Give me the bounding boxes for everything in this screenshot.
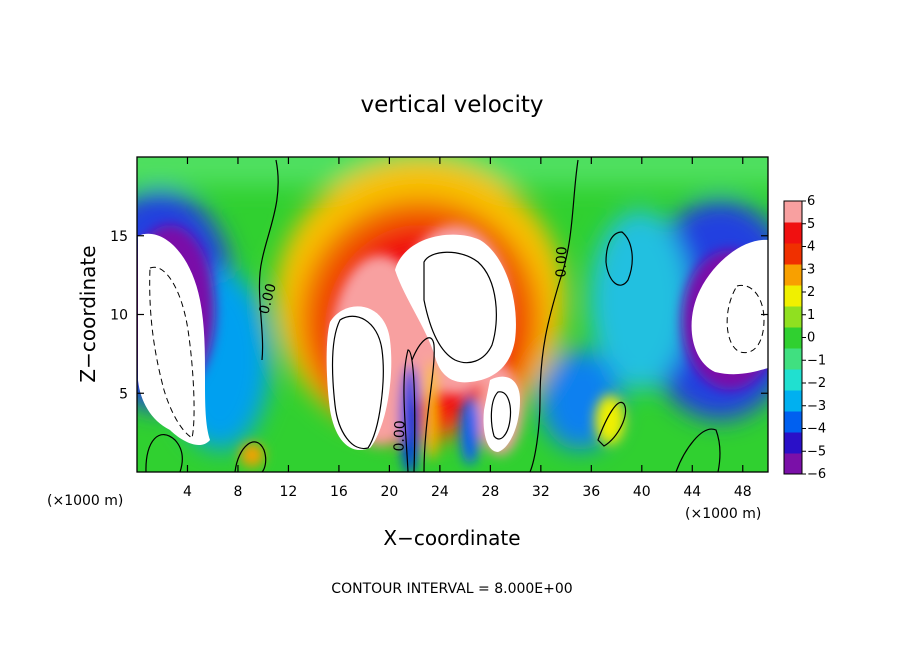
x-tick-label: 20: [380, 484, 398, 500]
x-tick-label: 28: [481, 484, 499, 500]
saturated-regions: [138, 233, 768, 452]
colorbar-tick-label: 0: [807, 331, 815, 346]
colorbar-swatch: [784, 348, 802, 370]
y-tick-label: 5: [119, 386, 128, 402]
x-tick-label: 36: [582, 484, 600, 500]
colorbar-tick-label: −4: [807, 422, 826, 437]
colorbar-tick-label: 6: [807, 194, 815, 209]
colorbar-tick-label: 5: [807, 217, 815, 232]
colorbar-tick-label: 3: [807, 262, 815, 277]
x-unit-label-left: (×1000 m): [47, 493, 123, 509]
contour-label-center: 0.00: [391, 420, 408, 452]
colorbar-swatch: [784, 390, 802, 412]
colorbar-swatch: [784, 243, 802, 265]
x-tick-label: 4: [183, 484, 192, 500]
x-tick-label: 48: [734, 484, 752, 500]
x-tick-label: 8: [233, 484, 242, 500]
colorbar-swatch: [784, 411, 802, 433]
plot-area: 0.00 0.00 0.00: [137, 157, 768, 472]
contour-interval-note: CONTOUR INTERVAL = 8.000E+00: [331, 581, 572, 597]
colorbar-swatch: [784, 432, 802, 454]
colorbar-tick-label: 2: [807, 285, 815, 300]
colorbar-swatch: [784, 285, 802, 307]
contour-label-right: 0.00: [553, 246, 570, 278]
colorbar-tick-label: 1: [807, 308, 815, 323]
x-tick-label: 24: [431, 484, 449, 500]
y-axis-label: Z−coordinate: [76, 245, 100, 382]
x-axis-ticks: 4 8 12 16 20 24 28 32 36 40 44 48: [183, 157, 752, 500]
colorbar-swatch: [784, 369, 802, 391]
contour-lines: [145, 159, 721, 472]
colorbar-swatch: [784, 453, 802, 475]
colorbar-swatch: [784, 201, 802, 223]
colorbar-tick-label: −5: [807, 444, 826, 459]
colorbar-tick-label: −6: [807, 467, 826, 482]
colorbar-tick-label: −3: [807, 399, 826, 414]
contour-label-left: 0.00: [256, 282, 280, 316]
colorbar-swatch: [784, 222, 802, 244]
colorbar-tick-label: 4: [807, 240, 815, 255]
colorbar-tick-label: −1: [807, 353, 826, 368]
colorbar-swatch: [784, 306, 802, 328]
x-axis-label: X−coordinate: [383, 526, 520, 550]
x-tick-label: 16: [330, 484, 348, 500]
x-tick-label: 32: [532, 484, 550, 500]
y-axis-ticks: 5 10 15: [110, 229, 768, 402]
x-unit-label-right: (×1000 m): [685, 506, 761, 522]
y-tick-label: 10: [110, 308, 128, 324]
x-tick-label: 44: [683, 484, 701, 500]
colorbar-swatch: [784, 264, 802, 286]
colorbar-swatch: [784, 327, 802, 349]
colorbar: 6 5 4 3 2 1 0 −1 −2 −3 −4 −5 −6: [783, 194, 826, 482]
chart-title: vertical velocity: [361, 92, 544, 118]
x-tick-label: 40: [633, 484, 651, 500]
y-tick-label: 15: [110, 229, 128, 245]
dashed-contours: [149, 266, 765, 439]
colorbar-tick-label: −2: [807, 376, 826, 391]
x-tick-label: 12: [280, 484, 298, 500]
